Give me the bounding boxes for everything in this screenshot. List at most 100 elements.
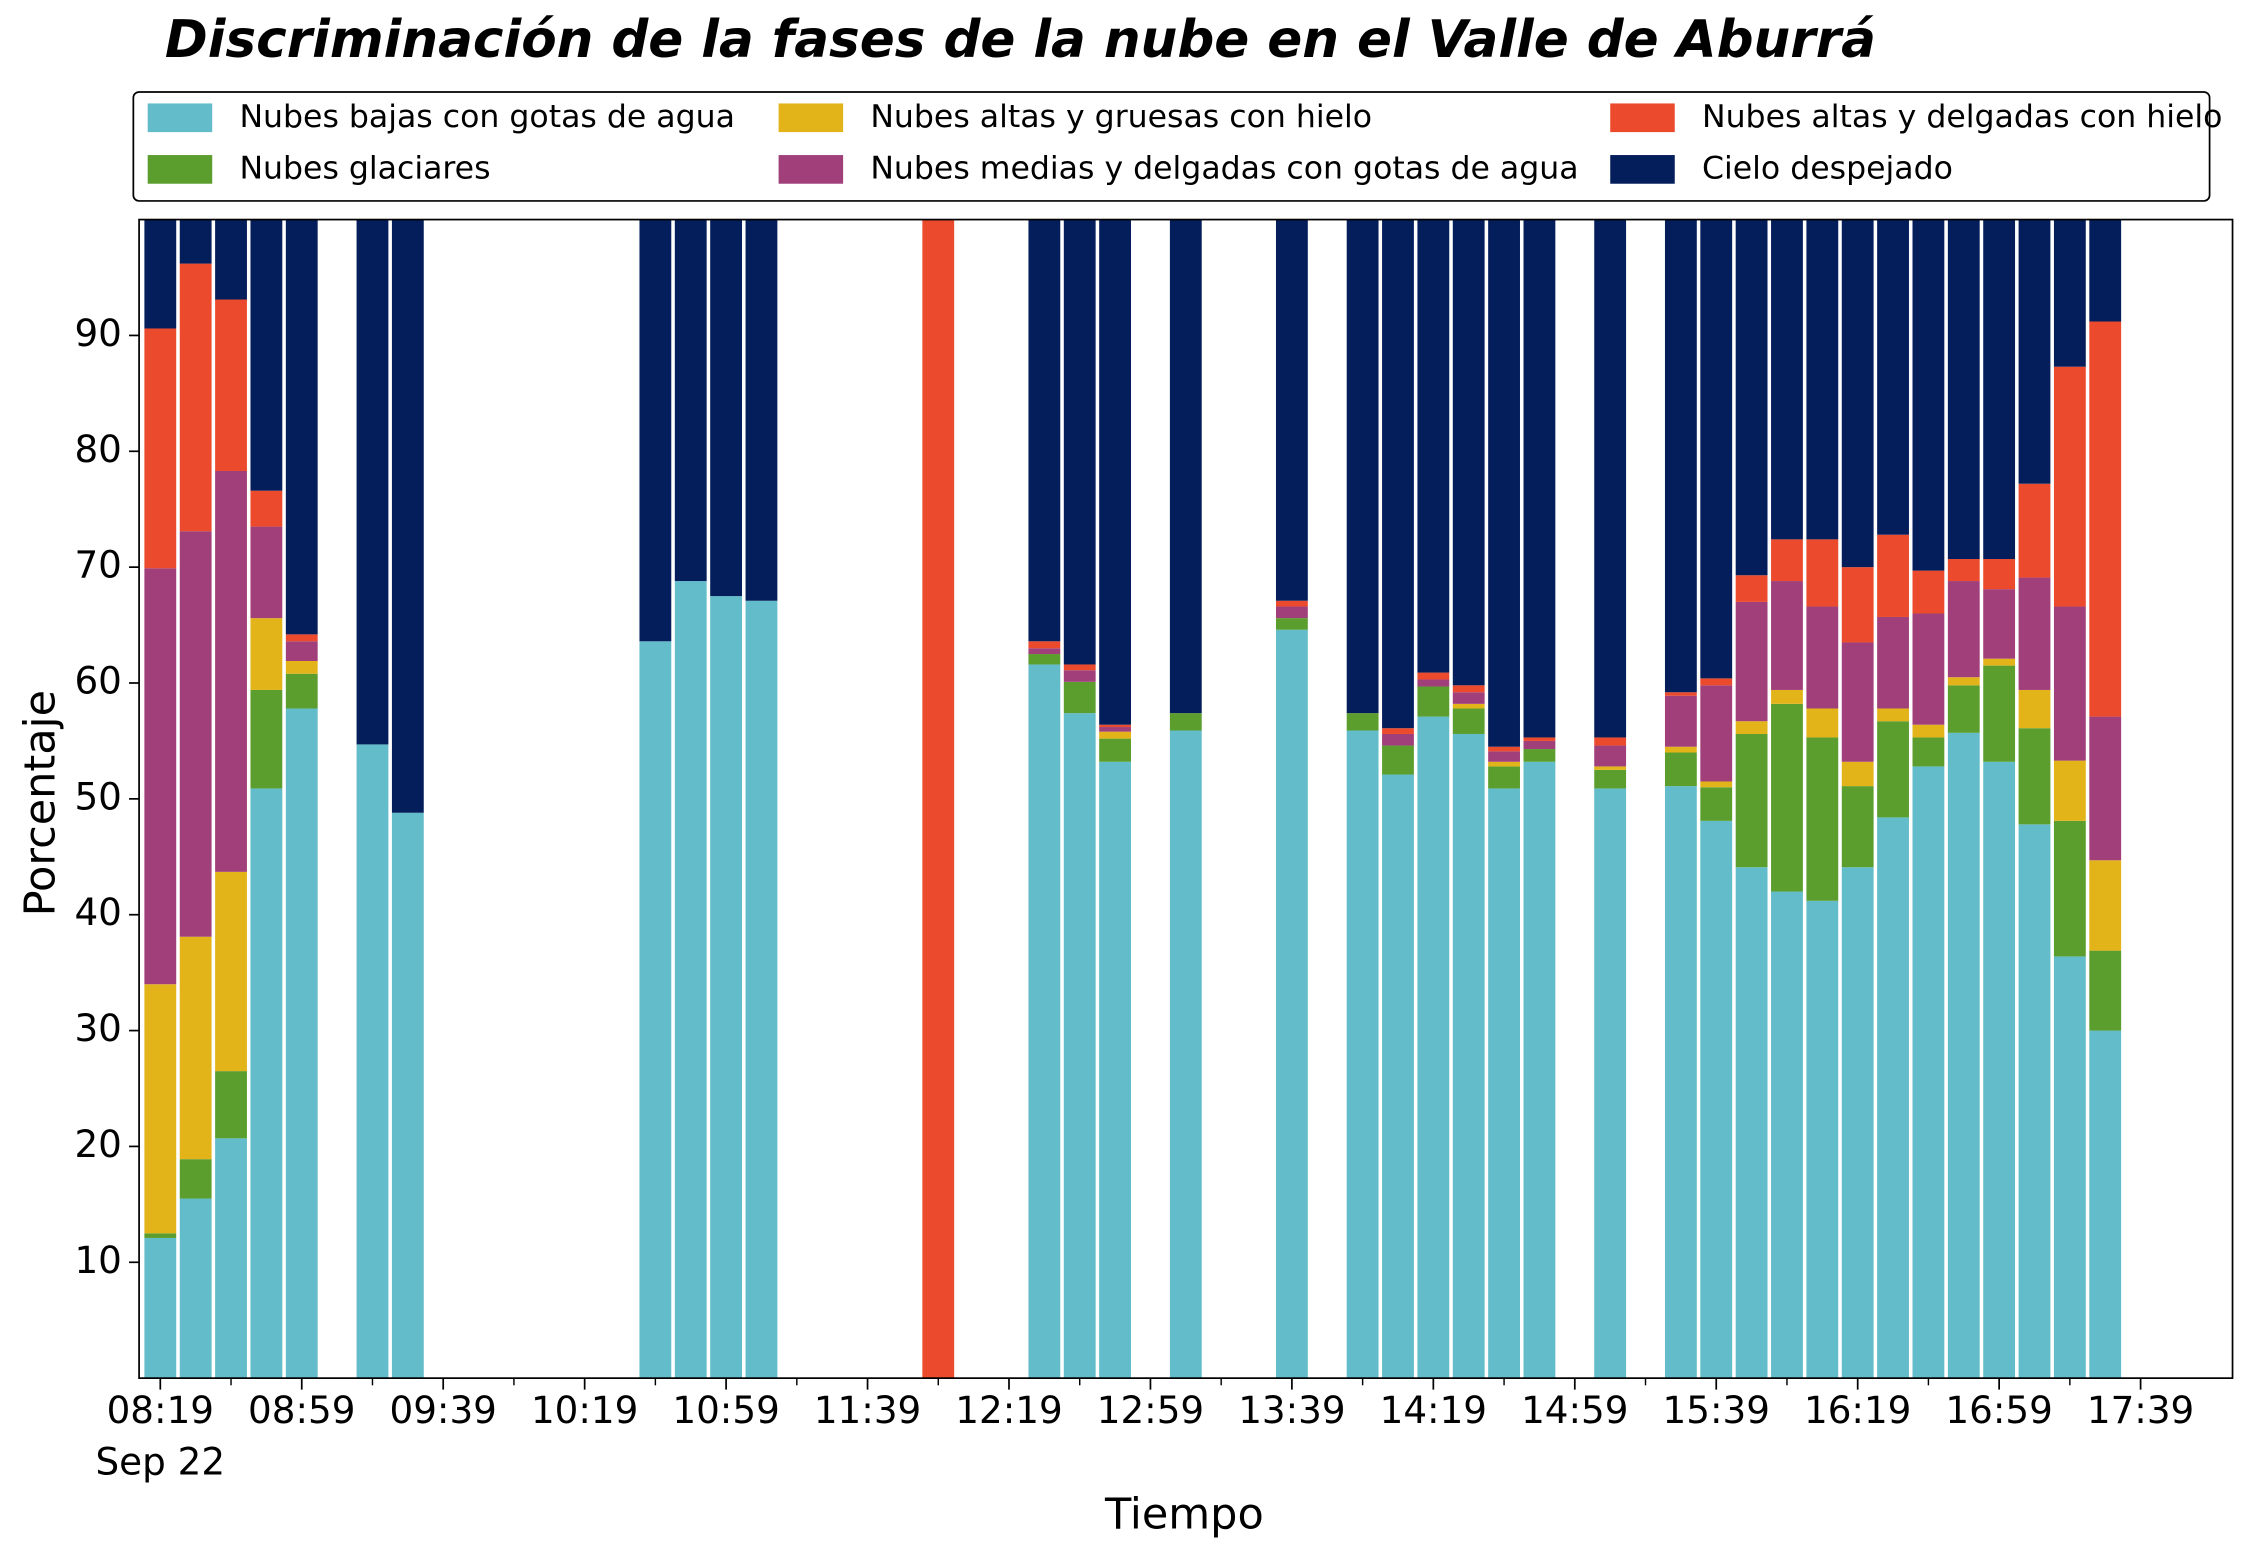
bar-segment — [1947, 677, 1980, 686]
bar-segment — [1983, 559, 2016, 590]
bar-segment — [1417, 679, 1450, 687]
bar-segment — [179, 1159, 212, 1199]
bar-segment — [1664, 695, 1697, 747]
y-tick-label: 10 — [74, 1238, 121, 1282]
bar-segment — [1947, 219, 1980, 560]
bar-segment — [285, 641, 318, 661]
bar-segment — [1488, 746, 1520, 752]
bar-segment — [1912, 724, 1945, 738]
bar-segment — [1275, 219, 1308, 601]
bar-segment — [1523, 749, 1556, 762]
bar-segment — [1806, 708, 1839, 738]
bar-segment — [1735, 733, 1768, 868]
bar-segment — [1594, 745, 1627, 767]
bar-segment — [179, 263, 212, 532]
y-tick-label: 20 — [74, 1122, 121, 1166]
bar-segment — [2018, 824, 2051, 1379]
y-tick-label: 40 — [74, 890, 121, 934]
bar-segment — [1523, 737, 1556, 741]
bar-segment — [356, 744, 389, 1379]
y-tick-label: 80 — [74, 427, 121, 471]
bar-segment — [2018, 728, 2051, 825]
bar-segment — [1912, 737, 1945, 767]
bar-segment — [1771, 581, 1803, 690]
bar-segment — [215, 219, 247, 300]
bar-segment — [1028, 219, 1061, 642]
bar-segment — [1382, 728, 1414, 734]
bar-segment — [1594, 788, 1627, 1379]
bar-segment — [1063, 664, 1096, 671]
bar-segment — [1983, 761, 2016, 1379]
bar-segment — [1700, 678, 1733, 686]
bar-segment — [1488, 788, 1520, 1379]
x-tick-label: 15:39 — [1663, 1388, 1770, 1432]
bar-segment — [1594, 737, 1627, 746]
bar-segment — [1594, 769, 1627, 789]
bar-segment — [1877, 817, 1909, 1379]
bar-segment — [1099, 738, 1131, 762]
bar-segment — [639, 641, 672, 1379]
legend-label: Cielo despejado — [1702, 150, 1953, 186]
bar-segment — [1983, 589, 2016, 659]
legend-swatch — [778, 103, 844, 133]
bar-segment — [1700, 219, 1733, 679]
bar-segment — [179, 936, 212, 1160]
legend-swatch — [147, 103, 213, 133]
x-tick-label: 12:59 — [1097, 1388, 1204, 1432]
bar-segment — [1664, 692, 1697, 696]
bar-segment — [2053, 219, 2086, 367]
bar-segment — [1700, 820, 1733, 1379]
bar-segment — [1771, 703, 1803, 892]
bar-segment — [1912, 613, 1945, 725]
x-tick-label: 10:19 — [531, 1388, 638, 1432]
bar-segment — [2053, 606, 2086, 761]
bar-segment — [215, 1138, 247, 1379]
bar-segment — [250, 526, 283, 619]
chart-title: Discriminación de la fases de la nube en… — [165, 10, 1876, 70]
bar-segment — [1099, 724, 1131, 728]
bar-segment — [144, 1237, 177, 1379]
bar-segment — [250, 788, 283, 1379]
bar-segment — [1771, 219, 1803, 540]
bar-segment — [1771, 689, 1803, 704]
bar-segment — [1346, 730, 1379, 1379]
bar-segment — [1346, 713, 1379, 731]
bar-segment — [1028, 654, 1061, 665]
bar-segment — [1594, 766, 1627, 770]
legend-label: Nubes altas y delgadas con hielo — [1702, 99, 2222, 135]
bar-segment — [1664, 746, 1697, 753]
bar-segment — [745, 600, 778, 1379]
bar-segment — [1983, 219, 2016, 560]
bar-segment — [922, 219, 955, 1379]
bar-segment — [1417, 219, 1450, 673]
bar-segment — [1841, 219, 1874, 568]
bar-segment — [1771, 891, 1803, 1379]
x-tick-label: 17:39 — [2087, 1388, 2194, 1432]
bar-segment — [1099, 219, 1131, 725]
bar-segment — [1417, 716, 1450, 1379]
bar-segment — [1912, 766, 1945, 1379]
bar-segment — [356, 219, 389, 745]
bar-segment — [179, 531, 212, 937]
y-axis-label: Porcentaje — [16, 690, 66, 916]
bar-segment — [745, 219, 778, 601]
bar-segment — [2018, 219, 2051, 484]
legend-swatch — [147, 155, 213, 184]
legend-label: Nubes medias y delgadas con gotas de agu… — [870, 150, 1578, 186]
bar-segment — [1771, 539, 1803, 582]
bar-segment — [144, 1233, 177, 1238]
bar-segment — [2089, 1030, 2122, 1379]
bar-segment — [144, 984, 177, 1234]
bar-segment — [215, 1071, 247, 1139]
bar-segment — [1063, 713, 1096, 1379]
bar-segment — [1947, 581, 1980, 678]
bar-segment — [1947, 732, 1980, 1379]
bar-segment — [285, 634, 318, 642]
bar-segment — [1877, 616, 1909, 709]
bar-segment — [1983, 665, 2016, 762]
bar-segment — [2053, 956, 2086, 1379]
bar-segment — [1452, 219, 1485, 686]
bar-segment — [1912, 219, 1945, 571]
bar-segment — [1382, 219, 1414, 729]
y-tick-label: 70 — [74, 543, 121, 587]
